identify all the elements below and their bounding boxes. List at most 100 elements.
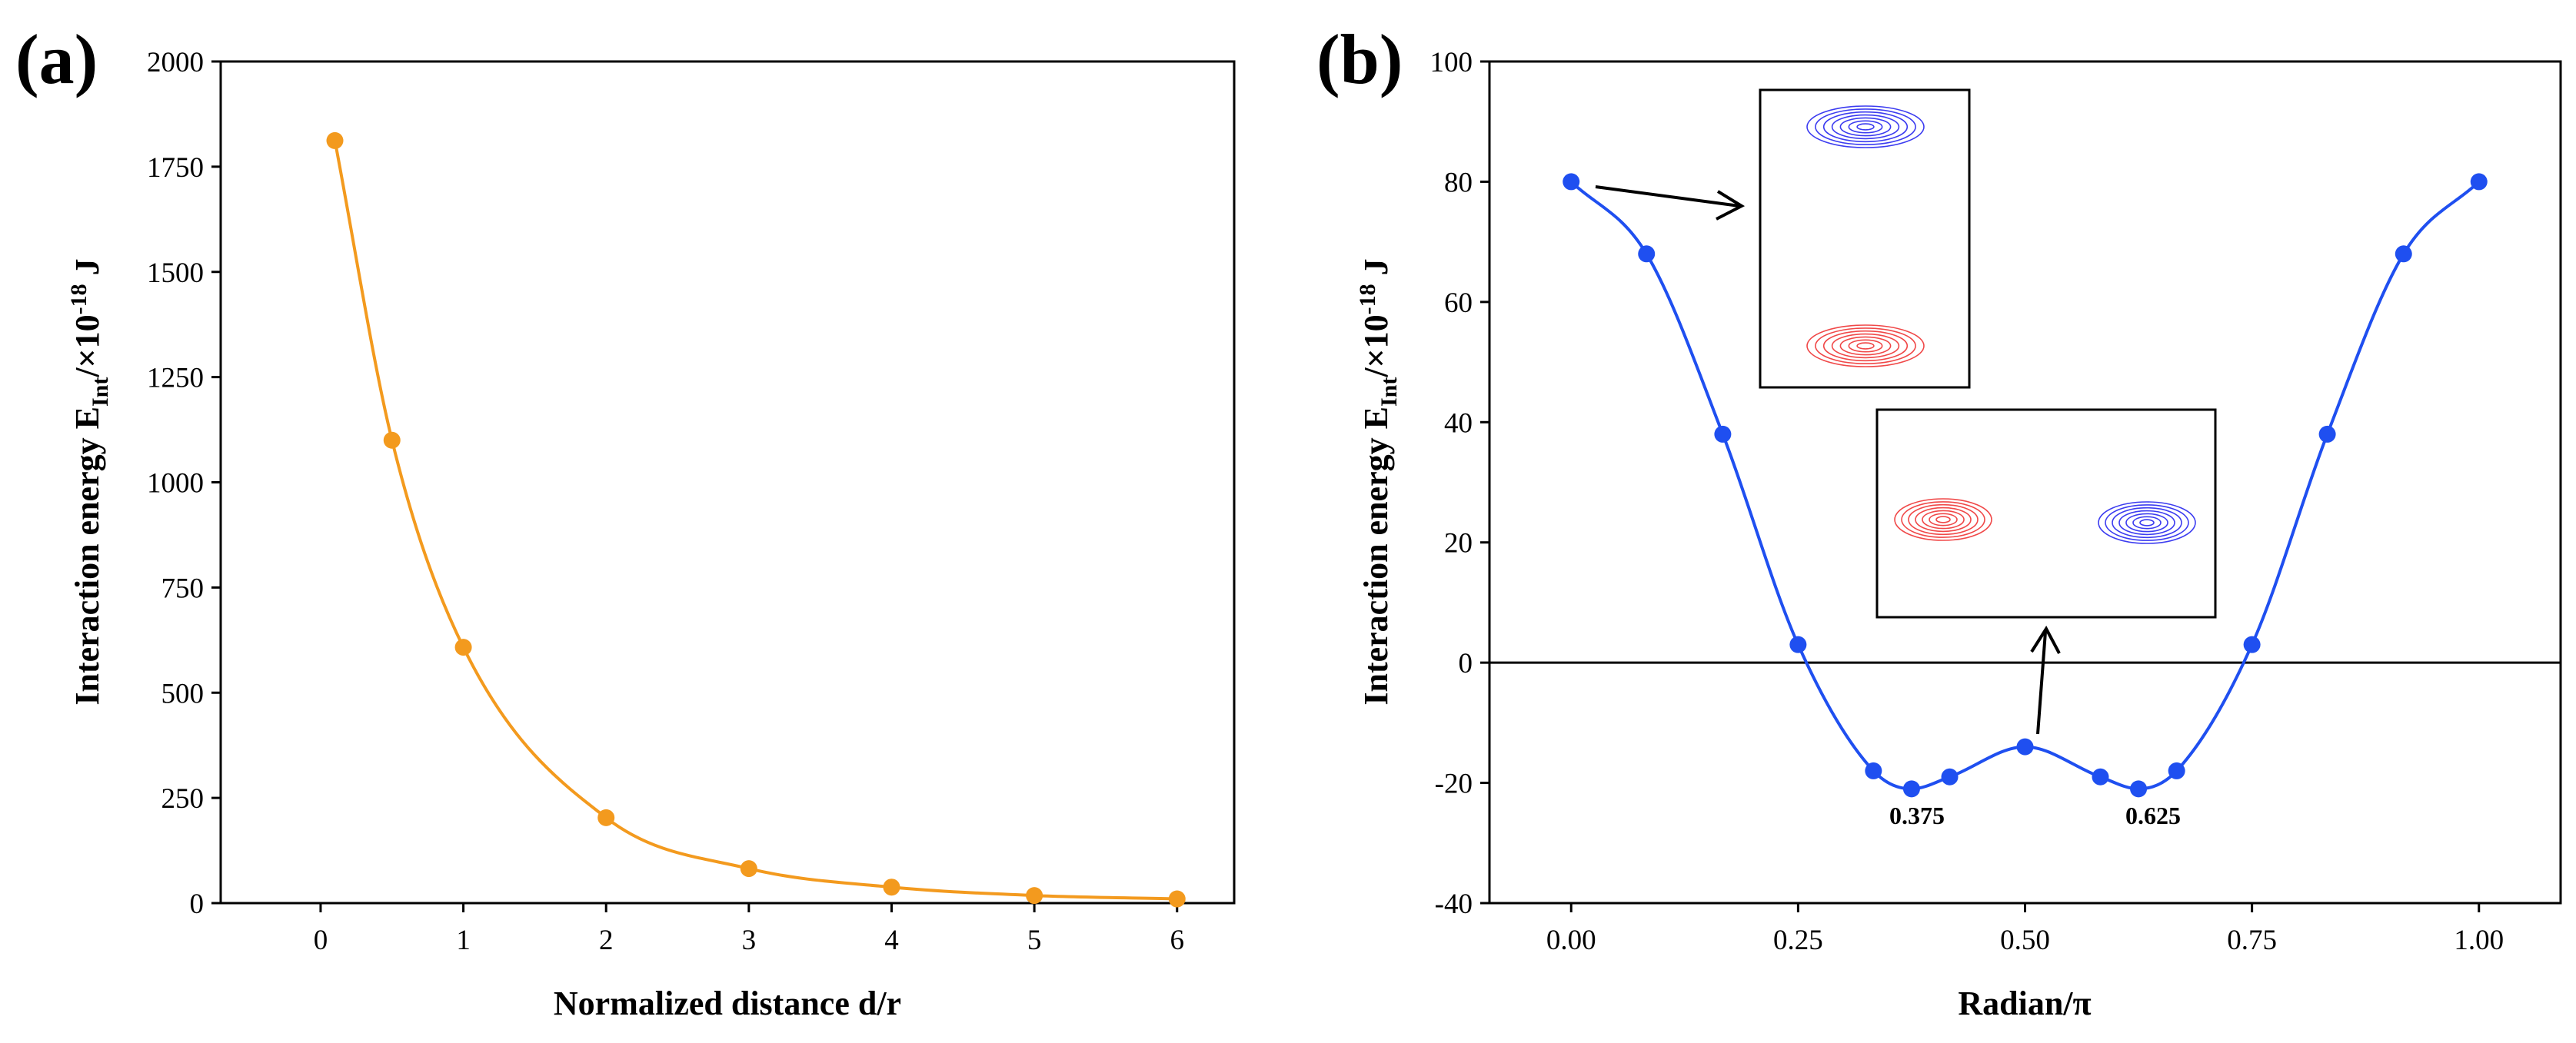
- contour-ring: [2105, 504, 2189, 541]
- contour-ring: [2118, 510, 2175, 536]
- data-point: [2168, 762, 2185, 779]
- contour-ring: [1935, 516, 1951, 523]
- contour-ring: [1848, 120, 1883, 134]
- y-tick-label: 0: [1459, 648, 1473, 679]
- contour-ring: [1806, 324, 1925, 367]
- panel-label-a: (a): [15, 20, 98, 98]
- data-point: [883, 879, 900, 896]
- contour-ring: [1901, 501, 1985, 538]
- x-tick-label: 1: [456, 925, 471, 956]
- series-curve-a: [333, 140, 1177, 901]
- x-tick-label: 0.75: [2227, 925, 2277, 956]
- contour-ring: [1839, 117, 1892, 137]
- x-tick-label: 6: [1170, 925, 1184, 956]
- data-point: [1714, 425, 1732, 443]
- ellipse-red-bottom: [1806, 324, 1925, 367]
- contour-ring: [1929, 513, 1958, 526]
- data-point: [2243, 636, 2261, 653]
- y-tick-label: 0: [190, 889, 205, 920]
- ellipse-red-left: [1894, 498, 1992, 541]
- x-axis-title-b: Radian/π: [1958, 985, 2091, 1022]
- x-tick-label: 0: [314, 925, 328, 956]
- data-point: [1168, 890, 1186, 908]
- contour-ring: [1908, 503, 1979, 536]
- contour-ring: [1915, 507, 1972, 533]
- data-point: [1026, 887, 1043, 905]
- y-tick-label: 100: [1430, 47, 1473, 78]
- y-axis-title-a: Interaction energy EInt/×10-18 J: [66, 258, 113, 705]
- data-point: [326, 131, 344, 149]
- contour-ring: [1822, 330, 1909, 362]
- data-point: [454, 639, 472, 656]
- contour-ring: [1848, 339, 1883, 353]
- inset-middle: [1875, 408, 2217, 619]
- contour-ring: [2132, 516, 2162, 530]
- x-tick-label: 1.00: [2454, 925, 2504, 956]
- y-tick-label: 500: [161, 678, 205, 709]
- y-tick-label: 1250: [147, 363, 204, 394]
- x-tick-label: 5: [1027, 925, 1042, 956]
- data-point: [740, 860, 757, 878]
- x-tick-label: 3: [742, 925, 757, 956]
- contour-ring: [1806, 105, 1925, 148]
- x-axis-title-a: Normalized distance d/r: [554, 985, 901, 1022]
- contour-ring: [2139, 519, 2155, 526]
- y-tick-label: -40: [1435, 889, 1473, 920]
- arrow-to-inset-top: [1595, 185, 1740, 208]
- contour-ring: [2125, 513, 2168, 533]
- y-tick-label: 60: [1444, 287, 1473, 319]
- data-point: [2092, 768, 2109, 786]
- x-tick-label: 2: [599, 925, 614, 956]
- plot-frame-a: [219, 60, 1236, 905]
- x-tick-label: 0.00: [1546, 925, 1596, 956]
- contour-ring: [1815, 108, 1916, 145]
- ellipse-blue-top: [1806, 105, 1925, 148]
- panel-a: 0 250 500 750 1000 1250 1500 1750 2000 0 1 2 3 4 5 6 N…: [66, 47, 1236, 1022]
- y-tick-label: 2000: [147, 47, 204, 78]
- contour-ring: [1856, 123, 1875, 131]
- data-point: [2395, 245, 2412, 263]
- panel-label-b: (b): [1316, 20, 1403, 98]
- contour-ring: [2112, 507, 2182, 539]
- data-point: [1789, 636, 1807, 653]
- y-tick-label: -20: [1435, 769, 1473, 800]
- data-point: [597, 809, 615, 826]
- data-point: [1865, 762, 1882, 779]
- contour-ring: [1922, 510, 1965, 530]
- data-point: [2016, 738, 2034, 756]
- ellipse-blue-right: [2098, 501, 2196, 544]
- data-point: [1902, 780, 1920, 798]
- contour-ring: [1831, 114, 1900, 140]
- x-tick-label: 0.50: [2000, 925, 2050, 956]
- data-point: [383, 431, 401, 449]
- y-tick-label: 1750: [147, 152, 204, 184]
- contour-ring: [1839, 336, 1892, 356]
- y-axis-title-b: Interaction energy EInt/×10-18 J: [1355, 258, 1402, 705]
- contour-ring: [1831, 333, 1900, 359]
- data-point: [2470, 173, 2488, 191]
- y-tick-label: 40: [1444, 407, 1473, 439]
- data-point: [2318, 425, 2336, 443]
- contour-ring: [1894, 498, 1992, 541]
- arrow-to-inset-middle: [2036, 631, 2047, 735]
- y-tick-label: 1000: [147, 468, 204, 500]
- y-tick-label: 250: [161, 783, 205, 815]
- y-tick-label: 1500: [147, 257, 204, 289]
- y-tick-label: 80: [1444, 167, 1473, 198]
- x-tick-label: 0.25: [1773, 925, 1823, 956]
- data-point: [1638, 245, 1656, 263]
- y-tick-label: 20: [1444, 528, 1473, 560]
- contour-ring: [2098, 501, 2196, 544]
- y-tick-label: 750: [161, 573, 205, 604]
- data-point: [1563, 173, 1580, 191]
- annotation-0625: 0.625: [2125, 802, 2181, 829]
- contour-ring: [1856, 342, 1875, 350]
- annotation-0375: 0.375: [1889, 802, 1945, 829]
- data-point: [2130, 780, 2148, 798]
- arrow-head-middle: [2030, 626, 2061, 654]
- arrow-head-top: [1716, 190, 1746, 221]
- contour-ring: [1815, 327, 1916, 364]
- x-tick-label: 4: [884, 925, 899, 956]
